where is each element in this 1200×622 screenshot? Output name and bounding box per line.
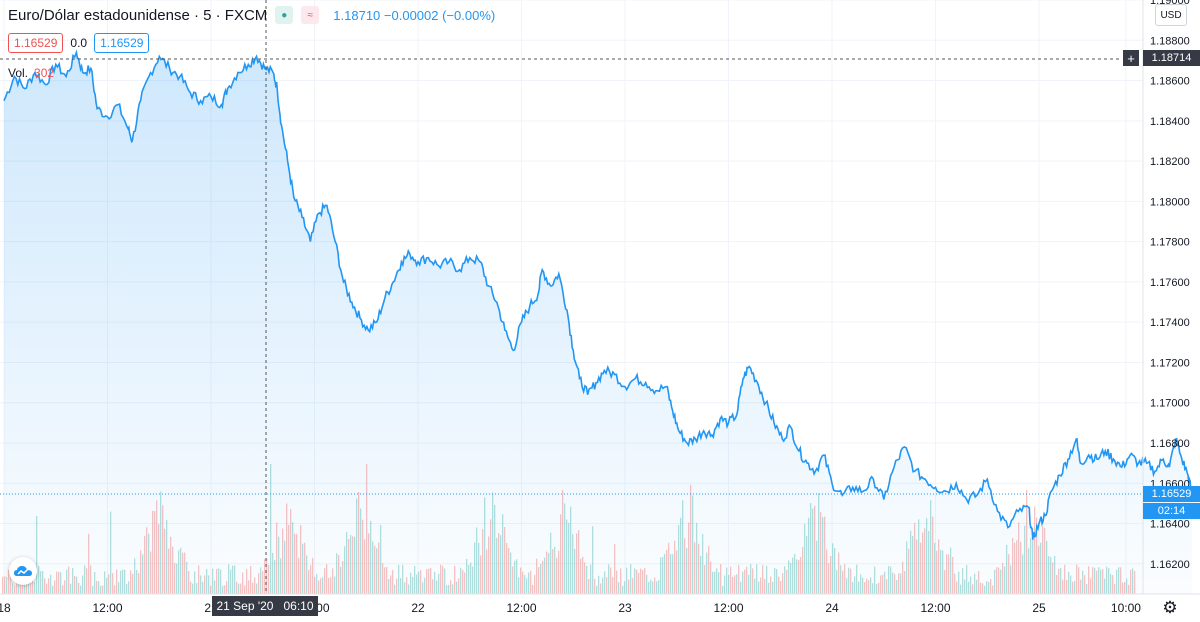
time-tick-label: 12:00 xyxy=(92,601,122,615)
crosshair-time-label: 21 Sep '20 06:10 xyxy=(212,596,318,616)
plus-icon[interactable]: + xyxy=(1123,50,1139,66)
volume-bar xyxy=(2,576,4,594)
volume-value: 302 xyxy=(34,66,55,80)
price-tick-label: 1.17800 xyxy=(1150,237,1190,249)
bid-price-button[interactable]: 1.16529 xyxy=(8,33,64,53)
time-tick-label: 25 xyxy=(1032,601,1046,615)
price-tick-label: 1.17000 xyxy=(1150,398,1190,410)
currency-button[interactable]: USD xyxy=(1155,4,1187,26)
price-tick-label: 1.18400 xyxy=(1150,116,1190,128)
time-tick-label: 18 xyxy=(0,601,11,615)
time-axis: 1812:002112:002212:002312:002412:002510:… xyxy=(0,601,1141,615)
crosshair-price-label: 1.18714 xyxy=(1143,50,1200,66)
price-tick-label: 1.17400 xyxy=(1150,317,1190,329)
time-tick-label: 23 xyxy=(618,601,632,615)
symbol-title[interactable]: Euro/Dólar estadounidense · 5 · FXCM xyxy=(8,6,268,24)
wave-icon[interactable]: ≈ xyxy=(301,6,320,24)
price-axis: 1.19000 1.18800 1.18600 1.18400 1.18200 1.180… xyxy=(1150,0,1190,571)
market-status-icon[interactable]: ● xyxy=(275,6,294,24)
bid-ask-row: 1.16529 0.0 1.16529 xyxy=(8,33,150,53)
price-tick-label: 1.18200 xyxy=(1150,156,1190,168)
price-area xyxy=(4,52,1193,594)
price-tick-label: 1.17600 xyxy=(1150,277,1190,289)
time-tick-label: 12:00 xyxy=(506,601,536,615)
time-tick-label: 12:00 xyxy=(713,601,743,615)
price-tick-label: 1.17200 xyxy=(1150,357,1190,369)
price-tick-label: 1.18600 xyxy=(1150,76,1190,88)
price-tick-label: 1.16800 xyxy=(1150,438,1190,450)
time-tick-label: 22 xyxy=(411,601,425,615)
quote-text: 1.18710 −0.00002 (−0.00%) xyxy=(333,7,496,23)
price-line xyxy=(3,49,1193,540)
price-tick-label: 1.19000 xyxy=(1150,0,1190,7)
time-tick-label: 24 xyxy=(825,601,839,615)
gear-icon[interactable]: ⚙ xyxy=(1162,598,1178,617)
price-tick-label: 1.18000 xyxy=(1150,196,1190,208)
ask-price-button[interactable]: 1.16529 xyxy=(94,33,150,53)
last-price-label: 1.16529 xyxy=(1143,486,1200,502)
price-tick-label: 1.18800 xyxy=(1150,35,1190,47)
price-tick-label: 1.16400 xyxy=(1150,519,1190,531)
price-tick-label: 1.16200 xyxy=(1150,559,1190,571)
chart-header: Euro/Dólar estadounidense · 5 · FXCM ● ≈… xyxy=(8,6,495,24)
spread-value: 0.0 xyxy=(70,36,88,50)
time-tick-label: 10:00 xyxy=(1111,601,1141,615)
tradingview-cloud-icon[interactable] xyxy=(9,557,37,585)
time-tick-label: 12:00 xyxy=(920,601,950,615)
volume-label: Vol. xyxy=(8,66,29,80)
volume-legend[interactable]: Vol. 302 xyxy=(8,66,54,80)
bar-countdown-label: 02:14 xyxy=(1143,503,1200,519)
